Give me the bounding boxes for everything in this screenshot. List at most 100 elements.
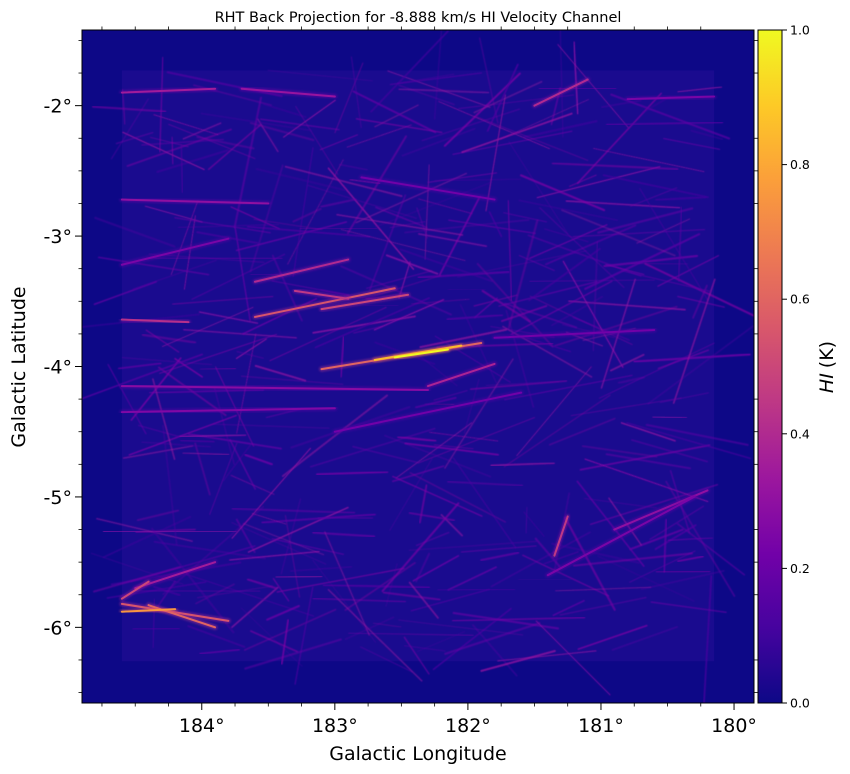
texture-streak [107,363,147,435]
texture-streak [339,336,345,378]
filament [253,287,396,318]
texture-streak [271,538,345,555]
texture-streak [231,507,356,514]
texture-streak [401,127,476,157]
texture-streak [433,390,468,401]
texture-streak [132,627,180,631]
texture-streak [444,622,541,655]
texture-streak [412,555,460,582]
filament [533,78,589,107]
texture-streak [529,295,633,346]
texture-streak [552,599,585,617]
texture-streak [649,505,704,540]
texture-streak [652,416,688,419]
texture-streak [662,518,668,573]
texture-streak [703,575,713,703]
texture-streak [191,253,286,300]
texture-streak [621,270,712,293]
texture-streak [415,552,431,583]
texture-streak [138,424,179,437]
filament [120,385,429,391]
texture-streak [187,625,246,648]
colorbar-label: HI (K) [816,341,838,393]
texture-streak [255,168,346,192]
x-tick-label: 182° [445,715,491,737]
texture-streak [148,257,283,260]
texture-streak [490,531,591,588]
texture-streak [523,120,598,139]
x-axis: 184° 183° 182° 181° 180° [101,26,757,737]
colorbar-ticks: 0.0 0.2 0.4 0.6 0.8 1.0 [782,23,810,711]
x-tick-label: 184° [179,715,225,737]
texture-streak [159,56,164,153]
texture-streak [597,207,694,234]
texture-streak [647,325,754,405]
texture-streak [404,442,499,456]
texture-streak [415,396,457,409]
x-tick-label: 183° [312,715,358,737]
texture-streak [247,506,349,553]
texture-streak [451,616,586,622]
texture-streak [640,570,725,591]
texture-streak [398,88,490,94]
filament [626,95,716,101]
filament [120,237,230,266]
texture-streak [573,229,706,238]
texture-streak [544,224,637,266]
texture-streak [518,199,619,221]
texture-streak [427,172,498,183]
texture-streak [657,349,710,370]
filament [120,87,217,94]
texture-streak [692,284,708,319]
texture-streak [655,570,711,574]
texture-streak [235,221,348,252]
texture-streak [555,586,652,592]
texture-streak [559,30,564,138]
texture-streak [250,630,298,653]
texture-streak [244,453,273,466]
x-tick-label: 181° [578,715,624,737]
texture-streak [554,305,678,347]
texture-streak [408,540,537,551]
texture-streak [452,130,573,155]
texture-streak [573,552,693,567]
texture-streak [398,619,524,636]
texture-streak [417,232,488,248]
texture-streak [389,221,426,229]
filament [120,580,150,600]
texture-streak [353,325,383,334]
texture-streak [153,540,266,560]
y-axis-label: Galactic Latitude [8,286,30,447]
texture-streak [235,338,267,360]
texture-streak [287,159,344,265]
texture-streak [473,80,543,114]
texture-streak [581,445,658,458]
texture-streak [263,103,307,118]
texture-streak [557,43,629,129]
texture-streak [136,509,180,522]
texture-streak [639,188,709,301]
texture-streak [156,149,230,173]
texture-streak [528,224,608,259]
texture-streak [611,626,678,651]
texture-streak [234,227,251,322]
texture-streak [370,30,449,113]
texture-streak [102,516,192,558]
texture-streak [633,353,751,363]
texture-streak [677,206,683,282]
texture-streak [94,216,176,248]
texture-streak [480,551,520,562]
texture-streak [344,616,395,641]
texture-streak [222,444,252,482]
filaments-layer [119,77,717,630]
y-tick-label: -5° [44,487,72,509]
texture-streak [132,259,217,290]
texture-streak [608,497,642,546]
texture-streak [381,502,460,593]
texture-streak [404,219,530,234]
filament [120,198,270,205]
texture-streak [525,506,528,534]
filament [293,289,350,300]
texture-streak [551,162,679,171]
texture-streak [421,108,521,142]
